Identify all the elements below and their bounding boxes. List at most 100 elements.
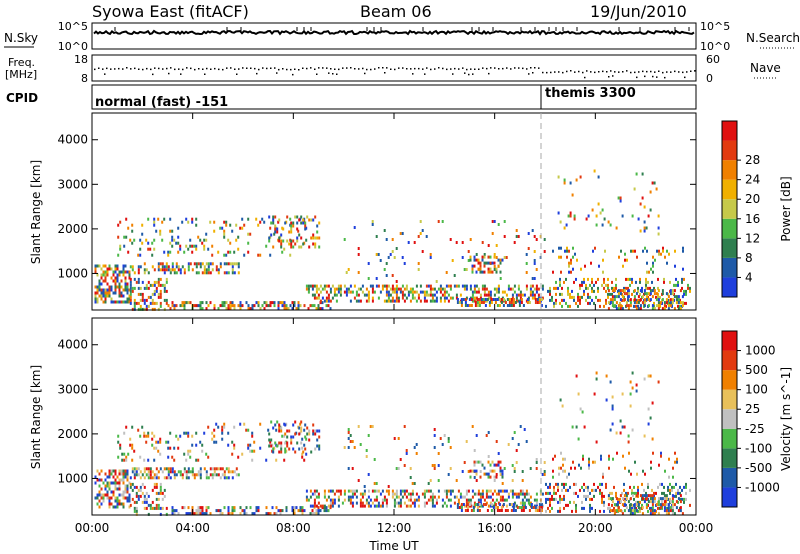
backscatter-cell: [492, 509, 495, 512]
backscatter-cell: [588, 460, 590, 464]
backscatter-cell: [411, 296, 414, 300]
backscatter-cell: [651, 506, 654, 510]
nave-point: [656, 76, 658, 78]
backscatter-cell: [343, 446, 346, 449]
backscatter-cell: [449, 498, 452, 502]
backscatter-cell: [425, 235, 428, 238]
backscatter-cell: [318, 447, 321, 451]
backscatter-cell: [153, 307, 156, 311]
backscatter-cell: [102, 270, 105, 274]
colorbar-tick-label: 12: [745, 231, 760, 245]
backscatter-cell: [233, 443, 236, 447]
backscatter-cell: [599, 211, 602, 215]
backscatter-cell: [223, 476, 226, 480]
backscatter-cell: [270, 444, 273, 448]
backscatter-cell: [487, 460, 490, 464]
backscatter-cell: [493, 489, 496, 493]
backscatter-cell: [657, 232, 660, 236]
cpid-mode-1-label: normal (fast) -151: [95, 95, 228, 110]
backscatter-cell: [155, 286, 158, 290]
backscatter-cell: [121, 458, 124, 462]
backscatter-cell: [237, 235, 240, 239]
backscatter-cell: [536, 506, 539, 509]
nave-point: [684, 76, 686, 79]
backscatter-cell: [650, 267, 652, 271]
backscatter-cell: [126, 490, 129, 494]
backscatter-cell: [528, 503, 531, 506]
backscatter-cell: [141, 425, 144, 429]
backscatter-cell: [573, 214, 576, 218]
backscatter-cell: [629, 380, 632, 384]
backscatter-cell: [405, 452, 408, 455]
backscatter-cell: [197, 235, 200, 239]
backscatter-cell: [391, 492, 394, 496]
backscatter-cell: [389, 253, 392, 256]
backscatter-cell: [139, 265, 142, 269]
backscatter-cell: [137, 473, 140, 477]
y-tick-label: 2000: [57, 427, 88, 441]
backscatter-cell: [456, 506, 459, 509]
backscatter-cell: [447, 498, 450, 502]
backscatter-cell: [423, 299, 426, 303]
backscatter-cell: [613, 512, 616, 516]
backscatter-cell: [501, 472, 504, 476]
backscatter-cell: [507, 284, 510, 288]
backscatter-cell: [126, 288, 129, 292]
backscatter-cell: [625, 277, 627, 281]
backscatter-cell: [337, 290, 340, 294]
backscatter-cell: [647, 214, 650, 218]
backscatter-cell: [567, 214, 570, 218]
backscatter-cell: [625, 497, 628, 501]
backscatter-cell: [681, 277, 683, 281]
backscatter-cell: [181, 476, 184, 480]
backscatter-cell: [293, 304, 296, 308]
backscatter-cell: [597, 289, 599, 293]
backscatter-cell: [335, 293, 338, 297]
backscatter-cell: [555, 497, 557, 501]
backscatter-cell: [631, 491, 633, 495]
backscatter-cell: [635, 509, 638, 513]
backscatter-cell: [169, 229, 172, 233]
backscatter-cell: [290, 230, 293, 234]
backscatter-cell: [485, 495, 488, 499]
backscatter-cell: [486, 509, 489, 512]
backscatter-cell: [211, 476, 214, 480]
freq-point: [462, 67, 464, 69]
backscatter-cell: [179, 434, 182, 438]
backscatter-cell: [116, 502, 119, 506]
backscatter-cell: [609, 428, 612, 432]
backscatter-cell: [633, 491, 635, 495]
backscatter-cell: [525, 287, 528, 291]
backscatter-cell: [569, 500, 571, 504]
backscatter-cell: [589, 509, 591, 513]
backscatter-cell: [570, 261, 572, 265]
backscatter-cell: [171, 509, 174, 513]
freq-point: [498, 68, 500, 70]
backscatter-cell: [629, 283, 631, 287]
backscatter-cell: [317, 293, 320, 297]
freq-point: [622, 71, 624, 73]
backscatter-cell: [369, 504, 372, 508]
backscatter-cell: [110, 285, 113, 289]
backscatter-cell: [277, 509, 280, 513]
backscatter-cell: [423, 296, 426, 300]
backscatter-cell: [157, 449, 160, 453]
backscatter-cell: [131, 458, 134, 462]
backscatter-cell: [629, 298, 632, 302]
backscatter-cell: [671, 488, 673, 492]
backscatter-cell: [207, 268, 210, 272]
backscatter-cell: [119, 446, 122, 450]
backscatter-cell: [431, 504, 434, 508]
y-tick-label: 1000: [57, 471, 88, 485]
backscatter-cell: [607, 503, 610, 507]
backscatter-cell: [685, 485, 687, 489]
backscatter-cell: [292, 447, 295, 451]
backscatter-cell: [447, 437, 450, 440]
backscatter-cell: [119, 220, 122, 224]
backscatter-cell: [553, 488, 555, 492]
backscatter-cell: [373, 290, 376, 294]
backscatter-cell: [469, 469, 472, 473]
backscatter-cell: [284, 441, 287, 445]
backscatter-cell: [315, 290, 318, 294]
backscatter-cell: [325, 284, 328, 288]
